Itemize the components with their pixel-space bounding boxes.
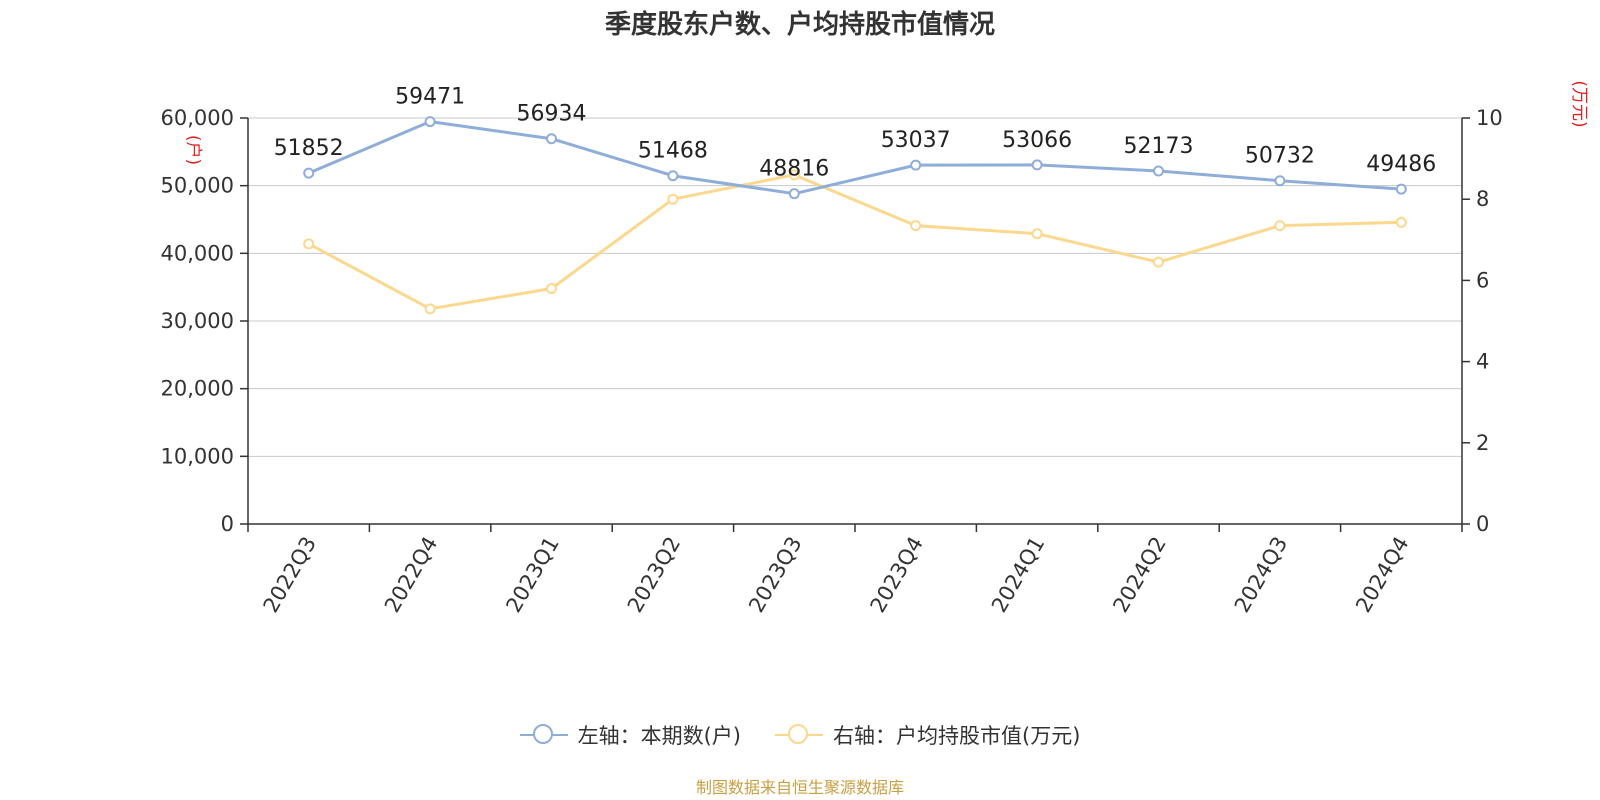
- data-label: 50732: [1245, 144, 1315, 169]
- x-tick-label: 2023Q2: [623, 533, 685, 617]
- series-left-point: [910, 159, 922, 171]
- series-left-point: [1153, 165, 1164, 177]
- y-left-tick-label: 20,000: [161, 377, 234, 401]
- series-left-point: [667, 170, 679, 182]
- y-right-tick-label: 6: [1476, 268, 1489, 292]
- data-label: 53037: [881, 128, 951, 153]
- data-label: 52173: [1124, 134, 1194, 159]
- data-label: 48816: [759, 157, 829, 182]
- y-left-tick-label: 30,000: [161, 309, 234, 333]
- legend-marker-left-icon: [519, 723, 568, 747]
- series-right-point: [1031, 228, 1043, 240]
- series-left-point: [1031, 159, 1043, 171]
- series-left-point: [1395, 183, 1407, 195]
- legend-marker-right-icon: [775, 723, 823, 747]
- y-left-unit-label: (户): [183, 135, 203, 165]
- x-tick-label: 2022Q3: [259, 533, 321, 617]
- y-right-tick-label: 10: [1476, 106, 1503, 130]
- series-left-point: [303, 167, 315, 179]
- chart-legend: 左轴：本期数(户) 右轴：户均持股市值(万元): [0, 720, 1600, 750]
- legend-label-right: 右轴：户均持股市值(万元): [833, 724, 1081, 748]
- data-label: 59471: [395, 85, 465, 110]
- data-label: 51468: [638, 139, 708, 164]
- series-right-point: [303, 238, 315, 250]
- data-label: 51852: [274, 136, 344, 161]
- y-right-tick-label: 4: [1476, 350, 1489, 374]
- data-label: 56934: [517, 102, 587, 127]
- x-tick-label: 2024Q4: [1351, 533, 1413, 617]
- y-left-tick-label: 10,000: [161, 444, 234, 468]
- series-right-point: [424, 303, 436, 315]
- series-right-point: [546, 283, 557, 295]
- legend-label-left: 左轴：本期数(户): [577, 724, 741, 748]
- x-tick-label: 2024Q1: [987, 533, 1049, 617]
- series-left-point: [546, 133, 557, 145]
- series-right-point: [788, 169, 800, 181]
- series-right-point: [1274, 220, 1286, 232]
- legend-item-right-series[interactable]: 右轴：户均持股市值(万元): [775, 720, 1080, 750]
- x-tick-label: 2024Q3: [1230, 533, 1292, 617]
- y-right-tick-label: 2: [1476, 431, 1489, 455]
- y-left-tick-label: 40,000: [161, 241, 234, 265]
- series-right-point: [667, 193, 679, 205]
- x-tick-label: 2023Q3: [744, 533, 806, 617]
- data-label: 49486: [1366, 152, 1436, 177]
- data-source-note: 制图数据来自恒生聚源数据库: [695, 778, 904, 797]
- series-left-line: [308, 120, 1402, 196]
- series-right-point: [1395, 216, 1407, 228]
- legend-item-left-series[interactable]: 左轴：本期数(户): [519, 720, 741, 750]
- y-right-tick-label: 0: [1476, 512, 1489, 536]
- chart-title: 季度股东户数、户均持股市值情况: [604, 10, 995, 40]
- series-left-point: [424, 116, 436, 128]
- series-left-point: [1274, 175, 1286, 187]
- x-tick-label: 2024Q2: [1108, 533, 1170, 617]
- y-left-tick-label: 50,000: [161, 174, 234, 198]
- x-tick-label: 2022Q4: [380, 533, 442, 617]
- y-left-tick-label: 0: [221, 512, 234, 536]
- y-left-tick-label: 60,000: [161, 106, 234, 130]
- y-right-unit-label: (万元): [1569, 80, 1589, 127]
- data-label: 53066: [1002, 128, 1072, 153]
- y-right-tick-label: 8: [1476, 187, 1489, 211]
- series-right-point: [910, 220, 922, 232]
- series-right-line: [307, 173, 1402, 311]
- series-right-point: [1153, 256, 1164, 268]
- x-tick-label: 2023Q4: [866, 533, 928, 617]
- x-tick-label: 2023Q1: [501, 533, 563, 617]
- series-left-point: [788, 188, 800, 200]
